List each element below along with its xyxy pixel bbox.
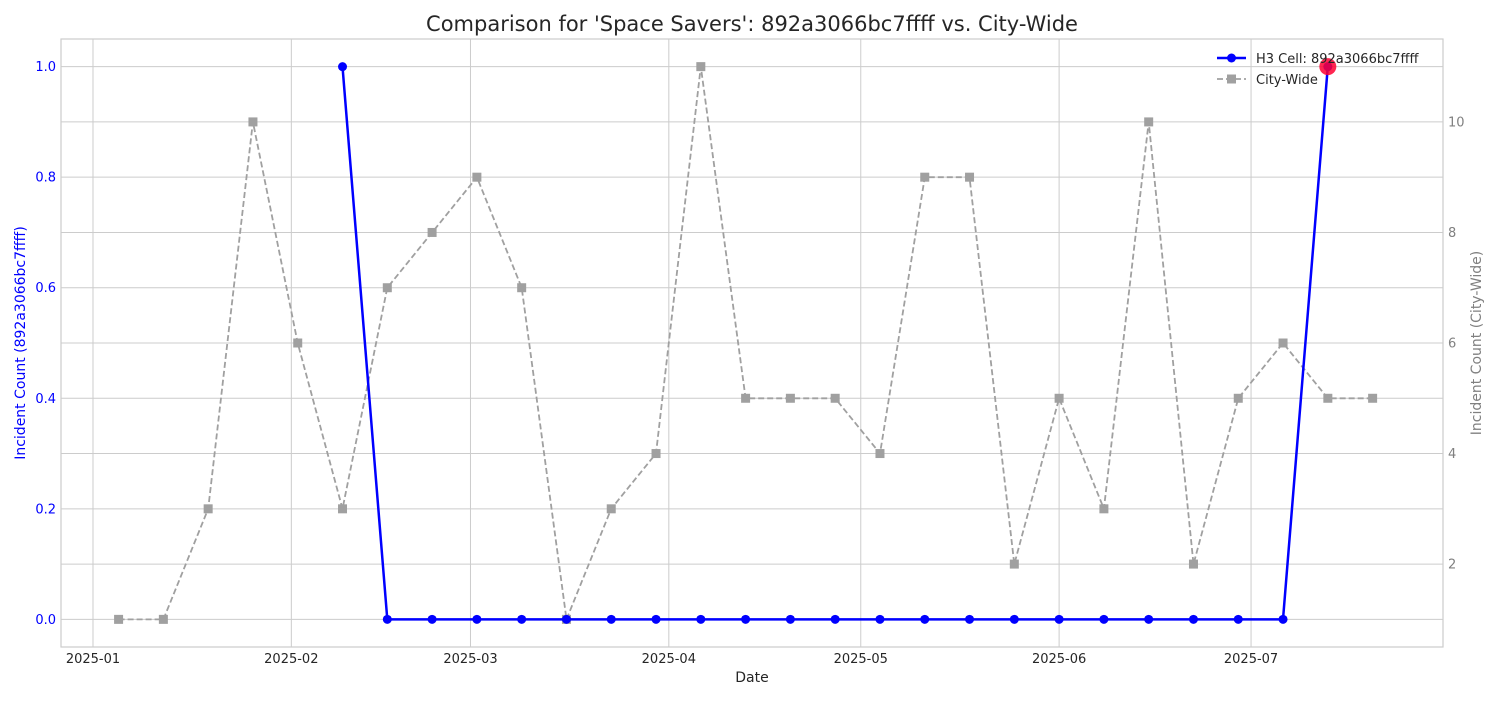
- city-wide-point: [382, 283, 392, 293]
- legend-cell-label: H3 Cell: 892a3066bc7ffff: [1256, 52, 1419, 67]
- h3-cell-point: [1009, 614, 1019, 624]
- y-left-tick-label: 0.4: [35, 392, 56, 407]
- y-right-tick-label: 8: [1448, 226, 1456, 241]
- city-wide-point: [293, 338, 303, 348]
- h3-cell-point: [1278, 614, 1288, 624]
- city-wide-point: [1278, 338, 1288, 348]
- city-wide-point: [875, 449, 885, 459]
- city-wide-point: [427, 227, 437, 237]
- legend: H3 Cell: 892a3066bc7ffff City-Wide: [1217, 52, 1419, 88]
- h3-cell-point: [1054, 614, 1064, 624]
- grid: [61, 39, 1443, 647]
- city-wide-point: [785, 393, 795, 403]
- h3-cell-point: [606, 614, 616, 624]
- city-wide-point: [1188, 559, 1198, 569]
- h3-cell-point: [741, 614, 751, 624]
- y-right-tick-label: 6: [1448, 337, 1456, 352]
- h3-cell-point: [1233, 614, 1243, 624]
- city-wide-point: [338, 504, 348, 514]
- city-wide-point: [651, 449, 661, 459]
- city-wide-point: [517, 283, 527, 293]
- chart-title: Comparison for 'Space Savers': 892a3066b…: [426, 12, 1078, 36]
- city-wide-point: [830, 393, 840, 403]
- y-left-tick-label: 1.0: [35, 60, 56, 75]
- city-wide-point: [114, 614, 124, 624]
- city-wide-point: [920, 172, 930, 182]
- h3-cell-point: [517, 614, 527, 624]
- h3-cell-point: [382, 614, 392, 624]
- x-tick-label: 2025-05: [834, 652, 888, 667]
- h3-cell-point: [561, 614, 571, 624]
- right-y-axis-title: Incident Count (City-Wide): [1469, 251, 1485, 435]
- y-left-tick-label: 0.6: [35, 281, 56, 296]
- y-right-tick-label: 4: [1448, 447, 1456, 462]
- city-wide-point: [1099, 504, 1109, 514]
- city-wide-point: [1144, 117, 1154, 127]
- city-wide-point: [606, 504, 616, 514]
- city-wide-point: [472, 172, 482, 182]
- legend-city-marker: [1227, 74, 1236, 84]
- legend-cell-marker: [1227, 53, 1236, 63]
- x-tick-label: 2025-07: [1224, 652, 1278, 667]
- h3-cell-point: [830, 614, 840, 624]
- h3-cell-point: [965, 614, 975, 624]
- y-left-tick-label: 0.2: [35, 502, 56, 517]
- city-wide-point: [696, 62, 706, 72]
- y-right-tick-label: 2: [1448, 558, 1456, 573]
- h3-cell-point: [1188, 614, 1198, 624]
- x-tick-label: 2025-02: [264, 652, 318, 667]
- h3-cell-point: [875, 614, 885, 624]
- city-wide-point: [1323, 393, 1333, 403]
- h3-cell-point: [472, 614, 482, 624]
- city-wide-point: [741, 393, 751, 403]
- h3-cell-point: [427, 614, 437, 624]
- y-left-tick-label: 0.0: [35, 613, 56, 628]
- h3-cell-point: [920, 614, 930, 624]
- city-wide-point: [203, 504, 213, 514]
- h3-cell-point: [338, 62, 348, 72]
- highlight-point: [1319, 58, 1337, 76]
- x-axis-title: Date: [735, 670, 768, 686]
- city-wide-point: [1233, 393, 1243, 403]
- h3-cell-point: [651, 614, 661, 624]
- x-tick-label: 2025-03: [443, 652, 497, 667]
- city-wide-point: [248, 117, 258, 127]
- tick-labels: 2025-01 2025-02 2025-03 2025-04 2025-05 2025-…: [35, 60, 1464, 667]
- city-wide-point: [1009, 559, 1019, 569]
- x-tick-label: 2025-01: [66, 652, 120, 667]
- h3-cell-point: [1099, 614, 1109, 624]
- y-right-tick-label: 10: [1448, 115, 1465, 130]
- city-wide-point: [158, 614, 168, 624]
- plot-frame: [60, 38, 1444, 648]
- city-wide-point: [965, 172, 975, 182]
- legend-city-label: City-Wide: [1256, 73, 1318, 88]
- city-wide-point: [1368, 393, 1378, 403]
- left-y-axis-title: Incident Count (892a3066bc7ffff): [13, 226, 29, 460]
- y-left-tick-label: 0.8: [35, 171, 56, 186]
- h3-cell-point: [696, 614, 706, 624]
- city-wide-point: [1054, 393, 1064, 403]
- series-layer: [114, 58, 1378, 624]
- x-tick-label: 2025-06: [1032, 652, 1086, 667]
- h3-cell-point: [1144, 614, 1154, 624]
- h3-cell-point: [785, 614, 795, 624]
- x-tick-label: 2025-04: [642, 652, 696, 667]
